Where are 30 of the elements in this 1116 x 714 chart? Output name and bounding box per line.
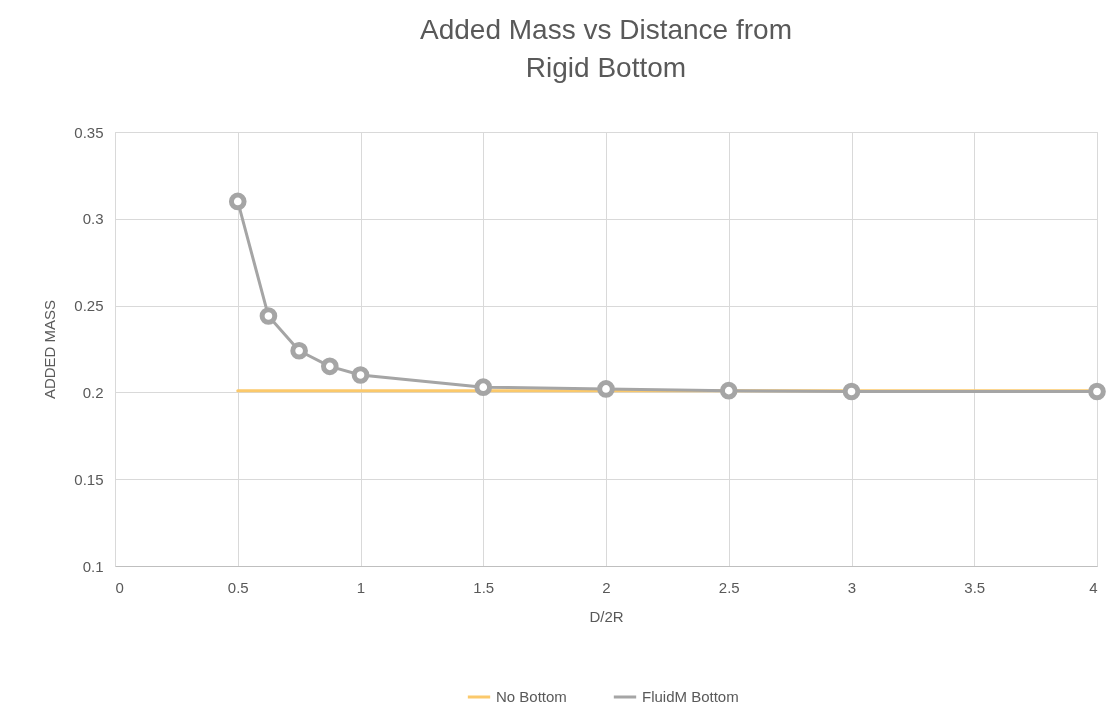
y-axis-title: ADDED MASS [41, 299, 59, 400]
x-tick-label: 0.5 [227, 578, 249, 596]
point [474, 378, 493, 396]
y-tick-label: 0.1 [82, 557, 104, 575]
point [228, 192, 247, 211]
x-tick-label: 4 [1089, 578, 1098, 596]
point [320, 357, 339, 376]
x-tick-label: 2 [602, 578, 611, 596]
y-tick-label: 0.3 [82, 210, 104, 228]
x-tick-label: 1.5 [473, 578, 495, 596]
y-tick-label: 0.25 [74, 297, 104, 315]
point [842, 382, 861, 401]
point [290, 341, 308, 360]
x-tick-label: 3.5 [964, 578, 986, 596]
x-tick-label: 2.5 [718, 578, 740, 596]
legend-label: FluidM Bottom [642, 688, 739, 705]
legend-label: No Bottom [496, 688, 567, 705]
point [719, 381, 738, 400]
y-tick-label: 0.15 [74, 470, 104, 488]
point [1088, 382, 1106, 401]
x-axis-title: D/2R [589, 607, 624, 625]
x-tick-label: 1 [356, 578, 366, 596]
point [259, 307, 278, 325]
x-tick-label: 3 [847, 578, 857, 596]
y-tick-label: 0.2 [82, 383, 104, 401]
y-tick-label: 0.35 [74, 123, 104, 141]
x-tick-label: 0 [115, 578, 124, 596]
point [597, 380, 615, 398]
point [351, 366, 370, 384]
chart-title: Added Mass vs Distance from Rigid Bottom [420, 14, 792, 83]
